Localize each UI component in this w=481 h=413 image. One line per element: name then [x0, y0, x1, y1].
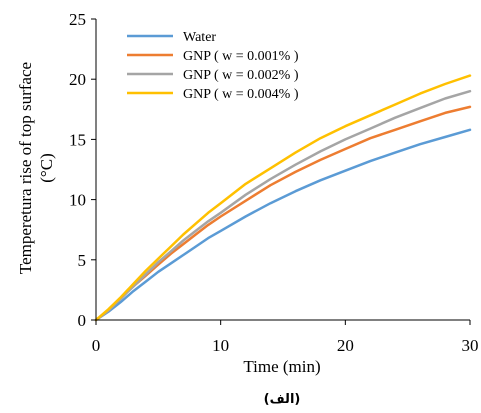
x-tick-label: 20	[337, 336, 354, 355]
x-tick-label: 0	[92, 336, 101, 355]
y-tick-label: 5	[78, 251, 87, 270]
figure-caption: (الف)	[264, 392, 301, 407]
axis-ticks	[91, 18, 471, 325]
legend-label: GNP ( w = 0.004% )	[183, 87, 299, 102]
x-tick-label: 30	[462, 336, 479, 355]
series-line-4	[94, 74, 472, 322]
y-tick-label: 25	[69, 10, 86, 29]
series-line-3	[94, 89, 472, 322]
legend-label: GNP ( w = 0.002% )	[183, 68, 299, 83]
y-tick-label: 15	[69, 130, 86, 149]
y-tick-label: 10	[69, 191, 86, 210]
legend-label: Water	[183, 30, 216, 45]
y-tick-label: 20	[69, 70, 86, 89]
y-tick-label: 0	[78, 311, 87, 330]
x-tick-label: 10	[212, 336, 229, 355]
legend-label: GNP ( w = 0.001% )	[183, 49, 299, 64]
y-tick-labels: 0 5 10 15 20 25	[69, 10, 86, 330]
y-axis-title-line1: Temperetura rise of top surface	[16, 62, 35, 274]
x-axis-title: Time (min)	[243, 357, 320, 376]
y-axis-title-line2: (°C)	[37, 153, 56, 182]
series-line-2	[94, 105, 472, 322]
legend: Water GNP ( w = 0.001% ) GNP ( w = 0.002% …	[127, 30, 299, 102]
x-tick-labels: 0 10 20 30	[92, 336, 479, 355]
series-layer	[94, 74, 472, 322]
series-line-1	[94, 128, 472, 322]
